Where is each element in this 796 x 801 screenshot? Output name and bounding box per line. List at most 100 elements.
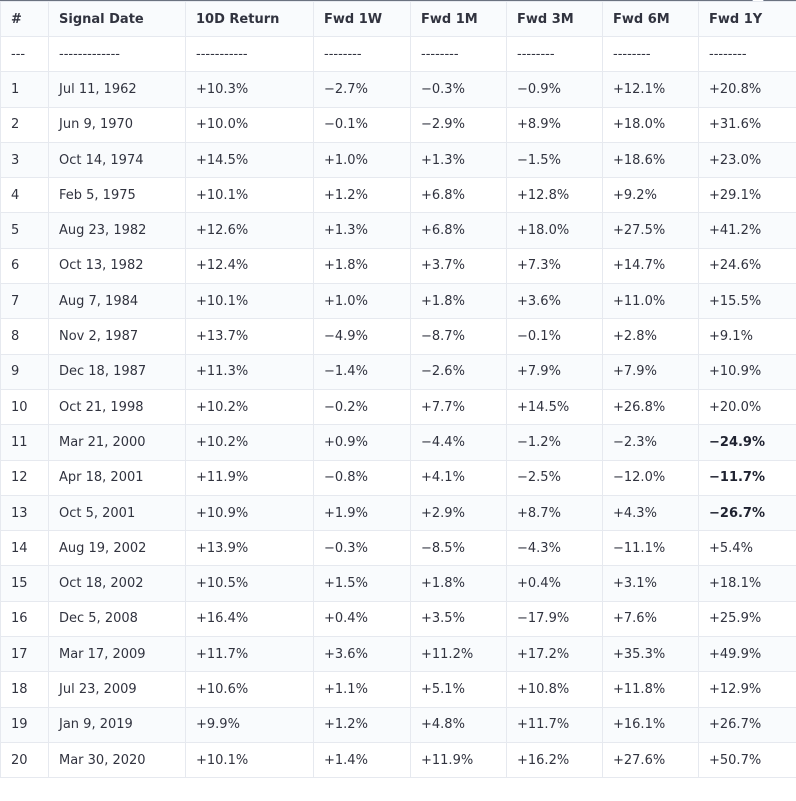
table-cell: +26.7% [698, 706, 796, 743]
separator-cell: ------------- [48, 35, 186, 73]
table-row: 9 Dec 18, 1987 +11.3% −1.4% −2.6% +7.9% +7.9% +… [0, 353, 796, 390]
table-cell: +50.7% [698, 741, 796, 779]
table-cell: 12 [0, 459, 49, 496]
table-row: 20 Mar 30, 2020 +10.1% +1.4% +11.9% +16.2% +27… [0, 741, 796, 779]
table-cell: +14.5% [185, 141, 314, 179]
table-cell: Mar 21, 2000 [48, 424, 186, 461]
table-cell: −17.9% [506, 600, 603, 638]
data-table: # Signal Date 10D Return Fwd 1W Fwd 1M F… [0, 1, 796, 779]
table-cell: +9.1% [698, 318, 796, 355]
table-cell: −0.2% [313, 388, 411, 426]
table-cell: +7.9% [602, 353, 699, 390]
table-cell: 7 [0, 283, 49, 320]
column-header-fwd-1y[interactable]: Fwd 1Y [698, 1, 796, 37]
table-cell: +20.0% [698, 388, 796, 426]
table-cell: +13.9% [185, 530, 314, 567]
table-row: 1 Jul 11, 1962 +10.3% −2.7% −0.3% −0.9% +12.1%… [0, 71, 796, 108]
table-cell: +3.6% [506, 283, 603, 320]
table-cell: +10.1% [185, 283, 314, 320]
table-cell: Feb 5, 1975 [48, 177, 186, 214]
column-header-10d-return[interactable]: 10D Return [185, 1, 314, 37]
table-cell: +27.5% [602, 212, 699, 249]
table-cell: Mar 30, 2020 [48, 741, 186, 779]
table-cell: −0.9% [506, 71, 603, 108]
table-row: 10 Oct 21, 1998 +10.2% −0.2% +7.7% +14.5% +26.… [0, 388, 796, 426]
table-cell: +18.6% [602, 141, 699, 179]
table-cell: 11 [0, 424, 49, 461]
table-cell: +8.7% [506, 494, 603, 532]
table-cell: +7.6% [602, 600, 699, 638]
table-cell: −4.3% [506, 530, 603, 567]
table-cell: +16.1% [602, 706, 699, 743]
table-cell: Oct 13, 1982 [48, 247, 186, 285]
table-cell: Jul 23, 2009 [48, 671, 186, 708]
table-cell: −1.2% [506, 424, 603, 461]
separator-row: --- ------------- ----------- -------- -… [0, 35, 796, 73]
separator-cell: ----------- [185, 35, 314, 73]
table-cell: +1.9% [313, 494, 411, 532]
table-row: 6 Oct 13, 1982 +12.4% +1.8% +3.7% +7.3% +14.7%… [0, 247, 796, 285]
table-cell: 18 [0, 671, 49, 708]
table-cell: Dec 18, 1987 [48, 353, 186, 390]
table-cell: −26.7% [698, 494, 796, 532]
table-row: 11 Mar 21, 2000 +10.2% +0.9% −4.4% −1.2% −2.3%… [0, 424, 796, 461]
table-cell: Oct 14, 1974 [48, 141, 186, 179]
table-cell: +12.1% [602, 71, 699, 108]
table-cell: −1.4% [313, 353, 411, 390]
table-row: 3 Oct 14, 1974 +14.5% +1.0% +1.3% −1.5% +18.6%… [0, 141, 796, 179]
column-header-fwd-3m[interactable]: Fwd 3M [506, 1, 603, 37]
table-cell: +18.0% [506, 212, 603, 249]
table-cell: +3.5% [410, 600, 507, 638]
table-row: 4 Feb 5, 1975 +10.1% +1.2% +6.8% +12.8% +9.2% +… [0, 177, 796, 214]
table-cell: +20.8% [698, 71, 796, 108]
table-cell: −4.4% [410, 424, 507, 461]
table-cell: +3.1% [602, 565, 699, 602]
table-cell: +14.7% [602, 247, 699, 285]
table-cell: Apr 18, 2001 [48, 459, 186, 496]
table-row: 19 Jan 9, 2019 +9.9% +1.2% +4.8% +11.7% +16.1%… [0, 706, 796, 743]
table-cell: +1.3% [410, 141, 507, 179]
table-cell: −12.0% [602, 459, 699, 496]
table-cell: +49.9% [698, 636, 796, 673]
table-cell: +4.3% [602, 494, 699, 532]
table-cell: +6.8% [410, 212, 507, 249]
table-cell: 6 [0, 247, 49, 285]
table-cell: +25.9% [698, 600, 796, 638]
table-cell: +11.7% [506, 706, 603, 743]
table-cell: 20 [0, 741, 49, 779]
table-cell: +10.1% [185, 741, 314, 779]
table-cell: −8.7% [410, 318, 507, 355]
table-cell: 16 [0, 600, 49, 638]
table-cell: +11.7% [185, 636, 314, 673]
table-cell: +9.2% [602, 177, 699, 214]
table-cell: +31.6% [698, 106, 796, 143]
table-cell: +9.9% [185, 706, 314, 743]
table-cell: +23.0% [698, 141, 796, 179]
table-cell: −0.3% [313, 530, 411, 567]
column-header-fwd-6m[interactable]: Fwd 6M [602, 1, 699, 37]
table-cell: +17.2% [506, 636, 603, 673]
table-cell: +12.9% [698, 671, 796, 708]
column-header-signal-date[interactable]: Signal Date [48, 1, 186, 37]
table-cell: +26.8% [602, 388, 699, 426]
table-cell: +1.1% [313, 671, 411, 708]
table-cell: −11.1% [602, 530, 699, 567]
table-cell: 2 [0, 106, 49, 143]
table-cell: +14.5% [506, 388, 603, 426]
table-cell: +41.2% [698, 212, 796, 249]
table-cell: +10.2% [185, 424, 314, 461]
table-cell: +4.8% [410, 706, 507, 743]
column-header-index[interactable]: # [0, 1, 49, 37]
table-cell: +15.5% [698, 283, 796, 320]
table-cell: +1.2% [313, 706, 411, 743]
table-cell: −24.9% [698, 424, 796, 461]
table-cell: −2.9% [410, 106, 507, 143]
separator-cell: -------- [698, 35, 796, 73]
table-cell: +10.5% [185, 565, 314, 602]
table-cell: +10.6% [185, 671, 314, 708]
table-row: 7 Aug 7, 1984 +10.1% +1.0% +1.8% +3.6% +11.0% +… [0, 283, 796, 320]
column-header-fwd-1w[interactable]: Fwd 1W [313, 1, 411, 37]
table-cell: −11.7% [698, 459, 796, 496]
column-header-fwd-1m[interactable]: Fwd 1M [410, 1, 507, 37]
table-row: 18 Jul 23, 2009 +10.6% +1.1% +5.1% +10.8% +11.… [0, 671, 796, 708]
